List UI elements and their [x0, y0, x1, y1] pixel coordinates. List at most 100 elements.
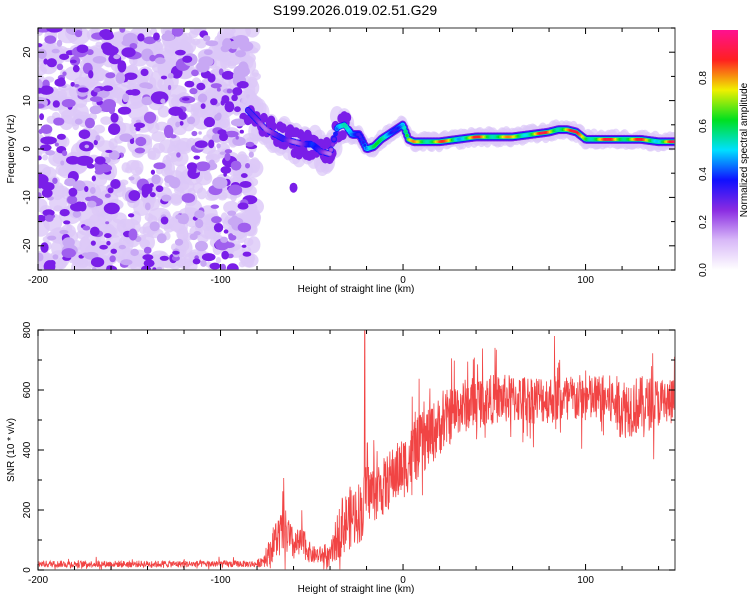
noise-blob — [212, 176, 228, 189]
noise-blob — [95, 135, 101, 141]
noise-blob — [219, 263, 227, 270]
noise-blob — [179, 120, 184, 126]
noise-blob — [175, 121, 181, 128]
noise-blob — [110, 248, 118, 254]
spectrogram-x-tick-label: -100 — [211, 275, 231, 286]
noise-blob — [46, 58, 57, 68]
noise-blob-faint — [38, 65, 47, 76]
noise-blob-faint — [205, 193, 219, 201]
noise-blob — [148, 183, 154, 188]
noise-blob — [226, 263, 239, 270]
noise-blob — [208, 139, 215, 149]
noise-blob — [128, 190, 141, 202]
spectrogram-x-tick-label: -200 — [28, 275, 48, 286]
isolated-blob — [289, 182, 298, 193]
noise-blob — [107, 187, 114, 194]
spectrogram-x-tick-label: 0 — [400, 275, 406, 286]
noise-blob — [202, 35, 211, 42]
noise-blob — [46, 28, 63, 33]
noise-blob-faint — [203, 225, 217, 239]
noise-blob — [230, 118, 247, 127]
noise-blob — [69, 59, 77, 64]
noise-blob — [89, 105, 102, 115]
noise-blob — [110, 179, 121, 189]
noise-blob-faint — [93, 67, 107, 82]
noise-blob — [213, 222, 224, 233]
noise-blob-faint — [71, 254, 89, 268]
noise-blob — [186, 116, 196, 125]
noise-blob — [106, 265, 115, 270]
snr-panel: -200 -100 0 100 0 200 400 600 800 Height of str… — [6, 321, 676, 595]
noise-blob-faint — [193, 28, 202, 33]
noise-blob — [108, 45, 115, 51]
noise-blob — [61, 150, 68, 157]
noise-blob — [209, 262, 221, 270]
noise-blob-faint — [130, 210, 142, 226]
noise-blob — [62, 237, 75, 248]
snr-x-ticks: -200 -100 0 100 — [28, 330, 660, 586]
noise-blob-faint — [105, 234, 123, 250]
noise-blob — [151, 174, 161, 185]
noise-blob — [168, 176, 181, 189]
noise-blob — [115, 71, 126, 84]
noise-blob — [93, 87, 101, 93]
colorbar-tick-label: 0.4 — [698, 167, 709, 181]
noise-blob — [86, 49, 94, 56]
noise-blob — [232, 87, 243, 96]
noise-blob — [106, 240, 111, 246]
noise-blob-faint — [215, 257, 222, 264]
noise-blob-faint — [195, 38, 207, 49]
noise-blob — [59, 229, 69, 235]
colorbar-tick-label: 0.2 — [698, 215, 709, 229]
noise-blob — [241, 244, 247, 248]
noise-blob-faint — [176, 228, 189, 241]
spectrogram-x-axis-label: Height of straight line (km) — [298, 284, 415, 295]
ridge-outer — [343, 112, 352, 123]
noise-blob — [89, 186, 96, 194]
noise-blob — [149, 221, 160, 232]
noise-blob — [224, 101, 235, 113]
noise-blob — [88, 70, 94, 79]
noise-blob — [38, 87, 43, 94]
snr-y-tick-label: 600 — [22, 381, 33, 398]
noise-blob — [57, 77, 66, 87]
noise-blob — [176, 152, 181, 158]
noise-blob — [52, 177, 58, 184]
noise-blob — [72, 210, 82, 218]
ridge-core — [328, 152, 332, 156]
spectrogram-y-axis-label: Frequency (Hz) — [6, 115, 17, 184]
noise-blob — [99, 244, 108, 250]
snr-x-tick-label: 100 — [577, 575, 594, 586]
noise-blob — [181, 97, 190, 101]
noise-blob — [43, 58, 48, 65]
spectrogram-y-tick-label: -10 — [22, 190, 33, 205]
noise-blob — [221, 70, 235, 80]
noise-blob — [63, 220, 71, 225]
noise-blob — [143, 259, 155, 268]
noise-blob — [38, 128, 43, 135]
noise-blob — [167, 84, 172, 91]
colorbar-ticks: 0.0 0.2 0.4 0.6 0.8 — [698, 71, 709, 277]
noise-blob — [248, 151, 254, 158]
colorbar: 0.0 0.2 0.4 0.6 0.8 Normalized spectral ampl… — [698, 30, 750, 277]
noise-blob — [150, 91, 169, 105]
ridge-core — [357, 132, 361, 136]
snr-x-tick-label: -100 — [211, 575, 231, 586]
noise-blob — [78, 129, 91, 140]
noise-blob — [82, 225, 91, 231]
colorbar-tick-label: 0.0 — [698, 263, 709, 277]
noise-blob — [128, 176, 135, 181]
noise-blob — [145, 83, 153, 90]
noise-blob — [72, 180, 86, 192]
noise-blob — [160, 216, 169, 225]
noise-blob-faint — [181, 32, 193, 47]
snr-series-line — [38, 330, 675, 570]
noise-blob — [127, 213, 135, 218]
noise-blob — [120, 259, 133, 266]
noise-blob — [172, 250, 180, 255]
noise-blob — [209, 159, 215, 165]
noise-blob — [119, 133, 133, 142]
noise-blob — [200, 103, 206, 110]
noise-blob — [108, 150, 120, 160]
noise-blob — [163, 124, 174, 139]
